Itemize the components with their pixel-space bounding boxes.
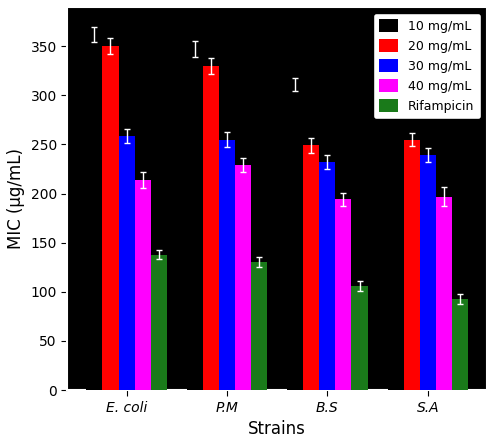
Bar [119,136,134,390]
Bar [335,199,352,390]
Bar [251,263,267,390]
Bar [203,66,219,390]
Bar [187,49,203,390]
Bar [352,286,368,390]
Bar [102,46,119,390]
Bar [235,165,251,390]
Bar [134,180,151,390]
Bar [436,197,452,390]
Bar [219,140,235,390]
Bar [420,155,436,390]
Bar [303,146,319,390]
Legend: 10 mg/mL, 20 mg/mL, 30 mg/mL, 40 mg/mL, Rifampicin: 10 mg/mL, 20 mg/mL, 30 mg/mL, 40 mg/mL, … [373,13,481,119]
Bar [86,34,102,390]
Bar [151,255,166,390]
Bar [287,85,303,390]
Bar [404,140,420,390]
X-axis label: Strains: Strains [248,420,306,438]
Y-axis label: MIC (μg/mL): MIC (μg/mL) [7,148,25,249]
Bar [319,162,335,390]
Bar [452,299,468,390]
Bar [388,75,404,390]
